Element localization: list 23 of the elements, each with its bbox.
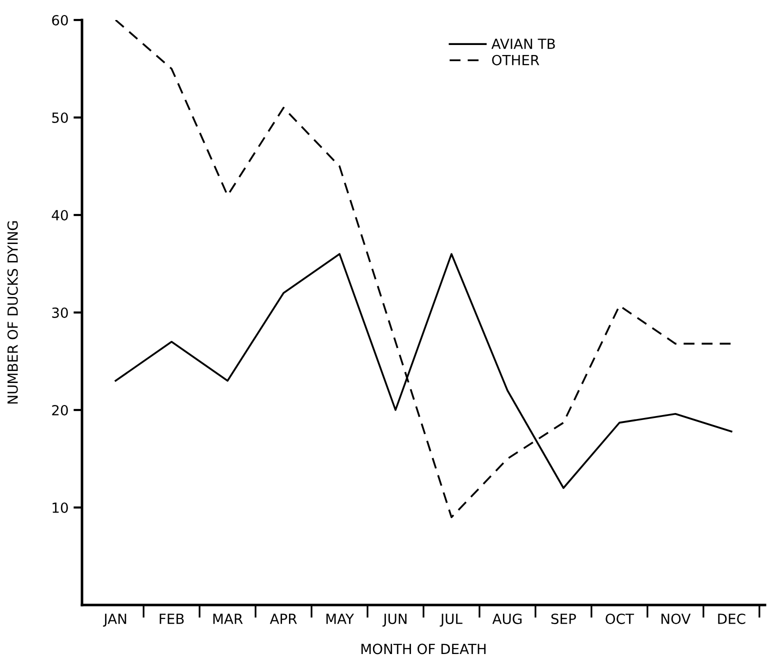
y-tick-label: 10 [52,502,68,513]
y-tick-label: 60 [52,14,68,26]
x-tick-label: OCT [606,614,634,624]
x-tick-label: APR [270,614,297,624]
legend-label: AVIAN TB [491,38,555,49]
x-tick-label: SEP [551,614,576,624]
y-axis-title: NUMBER OF DUCKS DYING [7,221,18,404]
legend-label: OTHER [492,54,540,66]
x-tick-label: JAN [103,614,126,627]
x-tick-label: FEB [160,614,184,624]
y-tick-label: 30 [52,307,68,318]
x-axis-title: MONTH OF DEATH [361,644,486,654]
x-tick-label: JUN [382,614,406,627]
y-tick-label: 40 [52,210,68,220]
x-tick-label: MAR [213,614,243,624]
x-tick-label: MAY [326,614,354,624]
y-tick-label: 50 [52,112,68,123]
y-tick-label: 20 [52,404,68,416]
x-tick-label: JUL [440,614,462,627]
x-tick-label: AUG [492,614,522,624]
x-tick-label: DEC [718,614,746,624]
line-series [114,20,732,518]
x-tick-label: NOV [662,614,691,624]
